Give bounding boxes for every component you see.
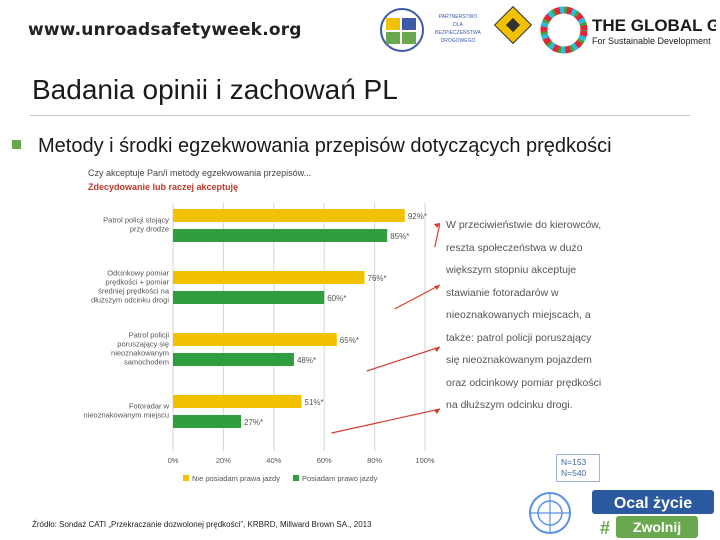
diamond-sign-logo — [493, 6, 533, 45]
sdg-wheel-logo — [540, 6, 588, 54]
bar — [173, 229, 388, 242]
bar — [173, 291, 325, 304]
sample-size-box: N=153 N=540 — [556, 454, 600, 482]
x-tick-label: 100% — [415, 456, 435, 465]
legend-label: Posiadam prawo jazdy — [302, 474, 378, 483]
partner-text-1: PARTNERSTWO — [439, 14, 478, 20]
note-line: stawianie fotoradarów w — [446, 286, 559, 299]
data-label: 76%* — [368, 274, 387, 283]
bar — [173, 415, 242, 428]
x-tick-label: 40% — [266, 456, 281, 465]
road-safety-partnership-logo — [380, 8, 424, 52]
campaign-line1: Ocal życie — [614, 495, 692, 512]
category-label: Fotoradar w nieoznakowanym miejscu — [84, 402, 170, 420]
campaign-line2: Zwolnij — [633, 519, 681, 535]
note-line: się nieoznakowanym pojazdem — [446, 354, 592, 366]
data-label: 85%* — [390, 232, 409, 241]
data-label: 27%* — [244, 418, 263, 427]
note-line: większym stopniu akceptuje — [446, 264, 577, 276]
legend-swatch — [183, 475, 189, 481]
sample-size-2: N=540 — [561, 468, 587, 478]
arrow-head-icon — [434, 285, 440, 290]
note-line: W przeciwieństwie do kierowców, — [446, 219, 602, 231]
arrow-head-icon — [434, 409, 440, 414]
partner-text-3: BEZPIECZEŃSTWA — [435, 29, 481, 36]
legend-swatch — [293, 475, 299, 481]
annotation-arrow — [394, 284, 440, 310]
x-tick-label: 20% — [216, 456, 231, 465]
commentary-text: W przeciwieństwie do kierowców, reszta s… — [446, 214, 606, 417]
chart-filter-label: Zdecydowanie lub raczej akceptuję — [88, 182, 239, 192]
x-tick-label: 80% — [367, 456, 382, 465]
campaign-logos: Ocal życie # Zwolnij — [529, 490, 714, 538]
legend-label: Nie posiadam prawa jazdy — [192, 474, 280, 483]
category-label: Odcinkowy pomiar prędkości + pomiar średni… — [91, 269, 170, 305]
bar — [173, 395, 302, 408]
note-line: nieoznakowanych miejscach, a — [446, 309, 591, 321]
note-line: reszta społeczeństwa w dużo — [446, 241, 583, 254]
partner-logos: PARTNERSTWO DLA BEZPIECZEŃSTWA DROGOWEGO… — [380, 6, 716, 54]
un-emblem-icon — [529, 492, 571, 534]
source-note: Źródło: Sondaż CATI „Przekraczanie dozwo… — [32, 520, 372, 529]
x-tick-label: 60% — [317, 456, 332, 465]
annotation-arrow — [366, 346, 440, 372]
slide-subtitle: Metody i środki egzekwowania przepisów d… — [38, 135, 612, 157]
note-line: na dłuższym odcinku drogi. — [446, 399, 573, 411]
campaign-badge-bottom — [616, 516, 698, 538]
site-url: www.unroadsafetyweek.org — [28, 20, 302, 40]
note-line: oraz odcinkowy pomiar prędkości — [446, 376, 602, 389]
partner-text-4: DROGOWEGO — [441, 38, 476, 44]
partner-text-2: DLA — [453, 22, 463, 28]
chart-question: Czy akceptuje Pan/i metody egzekwowania … — [88, 168, 312, 178]
data-label: 48%* — [297, 356, 316, 365]
annotation-arrow — [434, 222, 440, 248]
bullet-square-icon — [12, 140, 21, 149]
page-title: Badania opinii i zachowań PL — [32, 74, 398, 105]
global-goals-sub: For Sustainable Development — [592, 36, 711, 46]
bar — [173, 353, 294, 366]
data-label: 60%* — [327, 294, 346, 303]
category-label: Patrol policji stojący przy drodze — [103, 216, 169, 234]
global-goals-title: THE GLOBAL GOALS — [592, 16, 716, 35]
campaign-badge-top — [592, 490, 714, 514]
partnership-text: PARTNERSTWO DLA BEZPIECZEŃSTWA DROGOWEGO — [435, 14, 481, 44]
data-label: 51%* — [305, 398, 324, 407]
data-label: 92%* — [408, 212, 427, 221]
hashtag-icon: # — [600, 518, 610, 538]
note-line: także: patrol policji poruszający — [446, 331, 592, 344]
title-divider — [30, 115, 690, 116]
arrow-head-icon — [434, 347, 440, 352]
bar-chart: 0% 20% 40% 60% 80% 100% Patrol policji stojący… — [84, 203, 440, 483]
category-label: Patrol policji poruszający się nieoznakowa… — [111, 331, 169, 367]
arrow-head-icon — [434, 223, 440, 228]
bar — [173, 209, 405, 222]
bar — [173, 333, 337, 346]
annotation-arrow — [331, 408, 440, 434]
sample-size-1: N=153 — [561, 457, 587, 467]
bar — [173, 271, 365, 284]
x-tick-label: 0% — [168, 456, 179, 465]
data-label: 65%* — [340, 336, 359, 345]
